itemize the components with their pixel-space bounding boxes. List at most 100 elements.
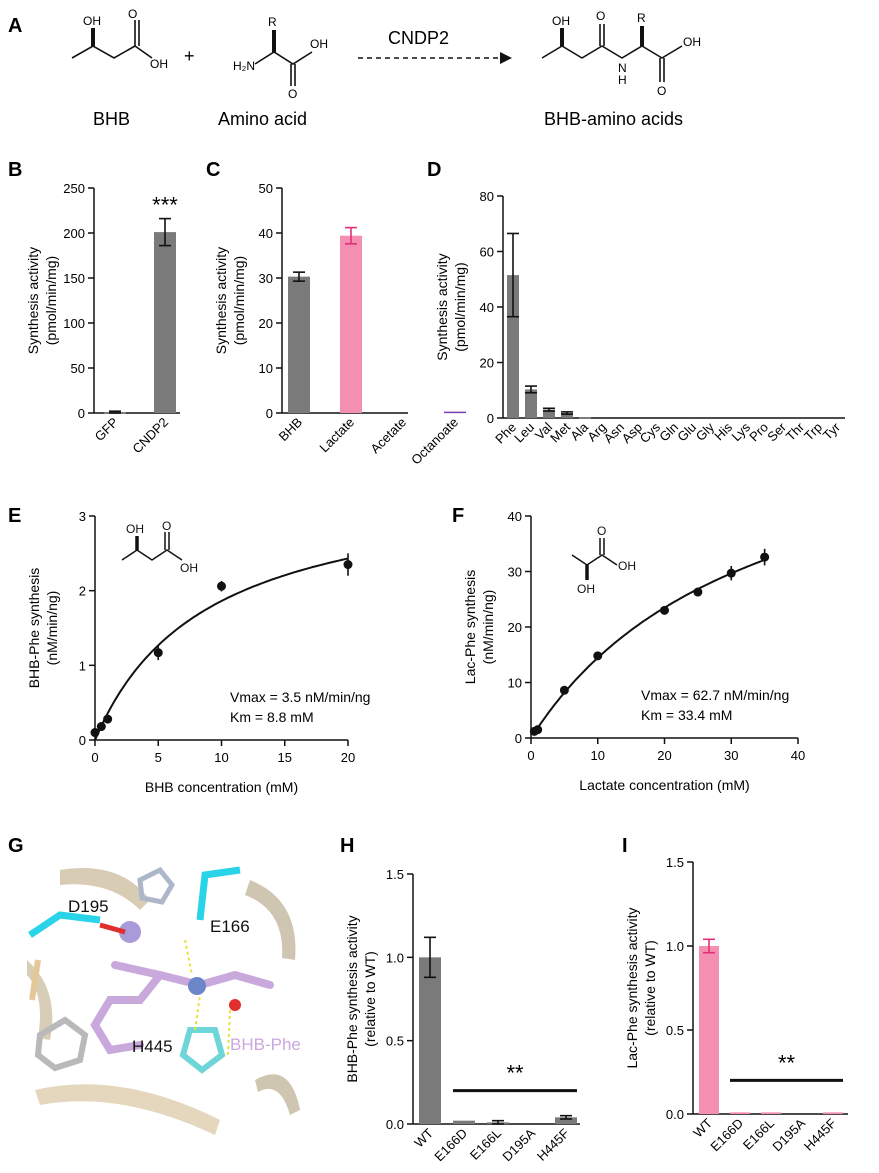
bar-phe [507,275,519,418]
aa-h2n-label: H₂N [233,59,255,73]
chart-e-x-tick-label: 20 [341,750,355,765]
bar-h445f [823,1112,843,1114]
x-tick-label-tyr: Tyr [820,419,844,443]
significance-label: ** [778,1050,796,1075]
bhb-inset-acid-oh: OH [180,561,198,575]
phenyl-ring-gray [34,1016,89,1072]
chart-h-y-label: BHB-Phe synthesis activity (relative to W… [344,915,378,1082]
upper-histidine [137,866,176,905]
product-name: BHB-amino acids [544,109,683,129]
ribbon-5 [255,1074,300,1115]
bhb-inset-structure [121,532,183,561]
hydrogen-bonds [184,939,231,1056]
data-point [217,581,226,591]
label-e166: E166 [210,917,250,936]
chart-e-x-tick-label: 15 [278,750,292,765]
chart-f-y-label: Lac-Phe synthesis (nM/min/ng) [462,570,496,684]
chart-c-y-label: Synthesis activity (pmol/min/mg) [213,247,247,354]
chart-e-y-label-line2: (nM/min/ng) [44,591,60,666]
bhb-acid-oh-label: OH [150,57,168,71]
chart-f-y-tick-label: 0 [515,731,522,746]
chart-e: E 0 1 2 3 BHB-Phe synthesis (nM/min/ng) 0 5 10 15 2… [8,505,370,795]
aa-oh-label: OH [310,37,328,51]
ligand-nitrogen [188,977,206,995]
bar-e166l [761,1112,781,1114]
chart-f-x-tick-label: 30 [724,748,738,763]
bar-octanoate [444,411,466,414]
chart-h-y-tick-label: 1.5 [386,867,404,882]
chart-h-y-tick-label: 0.0 [386,1117,404,1132]
panel-a: A OH O OH + R H₂N OH O CNDP2 [8,7,701,129]
chart-f-x-tick-label: 20 [657,748,671,763]
data-point [760,552,770,562]
x-tick-label-d195a: D195A [769,1115,808,1154]
panel-g-label: G [8,835,24,857]
panel-a-label: A [8,15,22,37]
chart-f-x-tick-label: 0 [527,748,534,763]
chart-c-y-label-line1: Synthesis activity [213,247,229,354]
chart-h-y-label-line1: BHB-Phe synthesis activity [344,915,360,1082]
panel-h-label: H [340,835,354,857]
fit-curve [94,557,349,741]
chart-c-y-tick-label: 40 [259,226,273,241]
chart-b-y-tick-label: 150 [63,271,85,286]
bhb-inset-bonds [121,549,183,561]
x-tick-label-e166l: E166L [467,1126,504,1163]
chart-d-y-tick-label: 40 [480,300,494,315]
ribbon-2 [245,880,296,960]
lac-inset-o: O [597,524,606,538]
x-tick-label-h445f: H445F [534,1125,572,1163]
chart-h-y-label-line2: (relative to WT) [362,951,378,1047]
label-d195: D195 [68,897,109,916]
data-point [533,725,543,735]
bar-wt [699,946,719,1114]
chart-i-y-label: Lac-Phe synthesis activity (relative to W… [624,907,658,1068]
chart-c-y-label-line2: (pmol/min/mg) [231,256,247,345]
chart-b-y-tick-label: 50 [71,361,85,376]
chart-b: B 0 50 100 150 200 250 Synthesis activity (pmol/… [8,159,180,456]
x-tick-label-d195a: D195A [499,1125,538,1164]
panel-g: G [8,835,301,1140]
product-structure [541,24,683,82]
x-tick-label-bhb: BHB [276,415,306,445]
chart-e-x-label: BHB concentration (mM) [145,779,298,795]
e166-sidechain [196,866,241,921]
panel-f-label: F [452,505,464,527]
bar-e166d [453,1120,475,1124]
chart-d-y-label-line1: Synthesis activity [434,253,450,360]
reactant1-name: BHB [93,109,130,129]
bhb-oh-label: OH [83,14,101,28]
chart-c-y-tick-label: 30 [259,271,273,286]
chart-i-y-tick-label: 1.0 [666,939,684,954]
significance-label: ** [506,1061,524,1086]
product-o-label: O [596,9,605,23]
data-point [660,605,669,615]
product-n-label: N [618,61,627,75]
chart-b-y-label-line1: Synthesis activity [25,247,41,354]
data-point [593,651,603,661]
x-tick-label-e166d: E166D [431,1126,470,1165]
bar-lactate [340,235,362,413]
label-h445: H445 [132,1037,173,1056]
chart-f-y-tick-label: 40 [508,509,522,524]
plus-sign: + [184,46,195,66]
data-point [153,648,163,658]
chart-f-y-label-line2: (nM/min/ng) [480,590,496,665]
amino-acid-structure [254,30,313,86]
chart-c-y-tick-label: 20 [259,316,273,331]
chart-e-y-label: BHB-Phe synthesis (nM/min/ng) [26,568,60,689]
chart-f: F 0 10 20 30 40 Lac-Phe synthesis (nM/min/ng) 0 1… [452,505,805,793]
chart-b-y-tick-label: 100 [63,316,85,331]
lac-inset-acid-oh: OH [618,559,636,573]
chart-d-y-label: Synthesis activity (pmol/min/mg) [434,253,468,360]
chart-c-y-tick-label: 50 [259,181,273,196]
chart-d-y-tick-label: 80 [480,189,494,204]
product-oh-label: OH [552,14,570,28]
product-h-label: H [618,73,627,87]
lac-inset-structure [571,538,618,580]
chart-d: D 0 20 40 60 80 Synthesis activity (pmol/min/mg… [427,159,845,446]
panel-b-label: B [8,159,22,181]
chart-e-y-label-line1: BHB-Phe synthesis [26,568,42,689]
data-point [693,587,703,597]
fit-curve [533,558,765,734]
